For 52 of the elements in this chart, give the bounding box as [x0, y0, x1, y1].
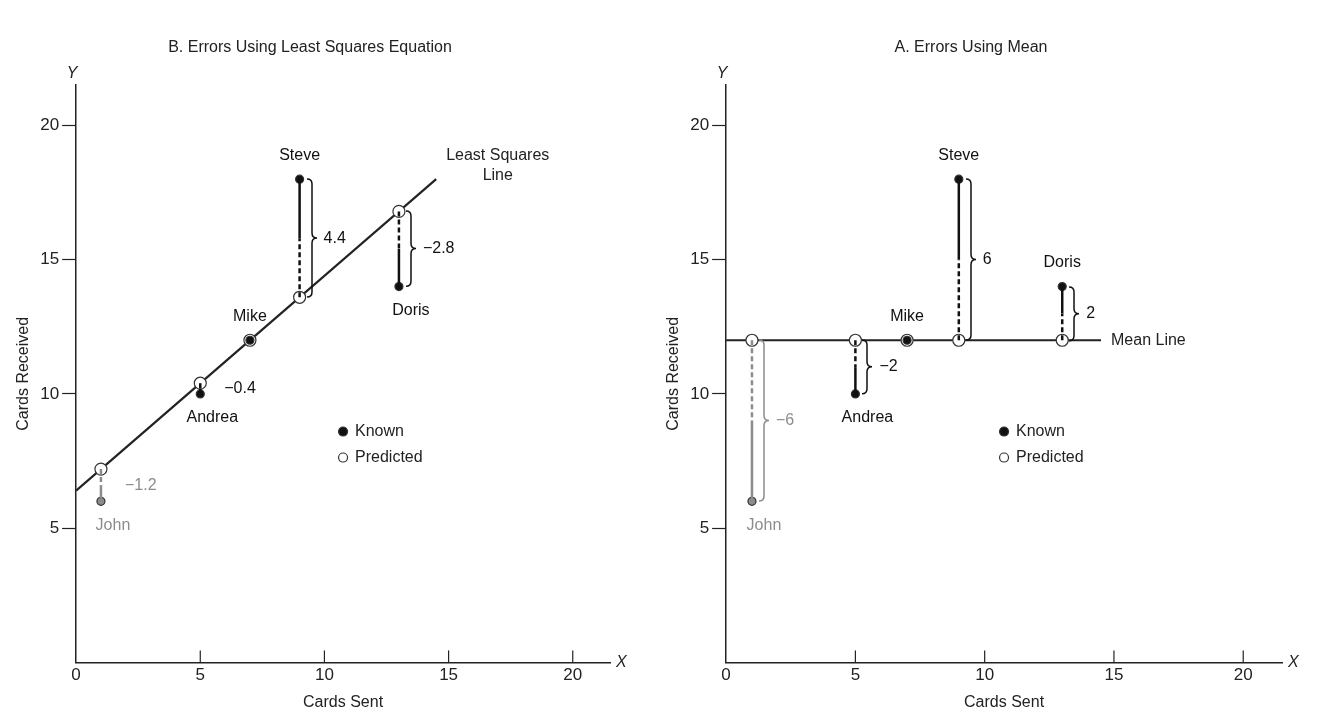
annotation: −0.4 [224, 378, 256, 396]
text: X [1287, 652, 1300, 670]
y-tick-label: 10 [690, 383, 710, 403]
annotation: Steve [938, 145, 980, 163]
annotation: John [95, 515, 131, 533]
annotation: Mike [233, 306, 267, 324]
annotation: Steve [279, 145, 321, 163]
y-tick-label: 15 [690, 249, 710, 269]
annotation: −2.8 [422, 239, 455, 257]
x-axis-title: Cards Sent [303, 692, 384, 710]
x-tick-label: 15 [1104, 665, 1124, 685]
legend-label: Predicted [1016, 447, 1084, 465]
x-tick-label: 10 [975, 665, 995, 685]
x-tick-label: 20 [563, 665, 583, 685]
series-label: Least Squares Line [446, 145, 550, 183]
y-tick-label: 15 [40, 249, 60, 269]
y-tick-label: 10 [40, 383, 60, 403]
chart-title: B. Errors Using Least Squares Equation [168, 38, 452, 56]
y-tick-label: 20 [690, 115, 710, 135]
annotation: Andrea [841, 408, 894, 426]
annotation: Mike [890, 306, 925, 324]
annotation: −2 [879, 357, 898, 375]
y-tick-label: 20 [40, 115, 60, 135]
x-tick-label: 0 [721, 665, 731, 685]
y-tick-label: 5 [49, 517, 60, 537]
chart-title: A. Errors Using Mean [894, 38, 1048, 56]
legend-label: Known [355, 421, 404, 439]
annotation: −6 [775, 411, 795, 429]
annotation: 4.4 [323, 228, 346, 246]
x-tick-label: 0 [71, 665, 81, 685]
annotation: 6 [982, 250, 992, 268]
annotation: Andrea [186, 408, 239, 426]
x-tick-label: 5 [850, 665, 861, 685]
annotation: 2 [1086, 303, 1096, 321]
text: X [615, 652, 628, 670]
y-axis-title: Cards Received [14, 316, 32, 431]
text: Y [66, 63, 79, 81]
x-tick-label: 20 [1233, 665, 1253, 685]
annotation: John [746, 515, 782, 533]
text: Y [716, 63, 729, 81]
series-label: Mean Line [1111, 330, 1186, 348]
y-axis-title: Cards Received [664, 316, 682, 431]
y-tick-label: 5 [699, 517, 710, 537]
annotation: Doris [392, 300, 430, 318]
annotation: −1.2 [124, 475, 157, 493]
x-axis-title: Cards Sent [964, 692, 1045, 710]
legend-label: Known [1016, 421, 1065, 439]
annotation: Doris [1043, 252, 1081, 270]
x-tick-label: 10 [314, 665, 334, 685]
x-tick-label: 15 [439, 665, 459, 685]
legend-label: Predicted [355, 447, 423, 465]
x-tick-label: 5 [195, 665, 205, 685]
